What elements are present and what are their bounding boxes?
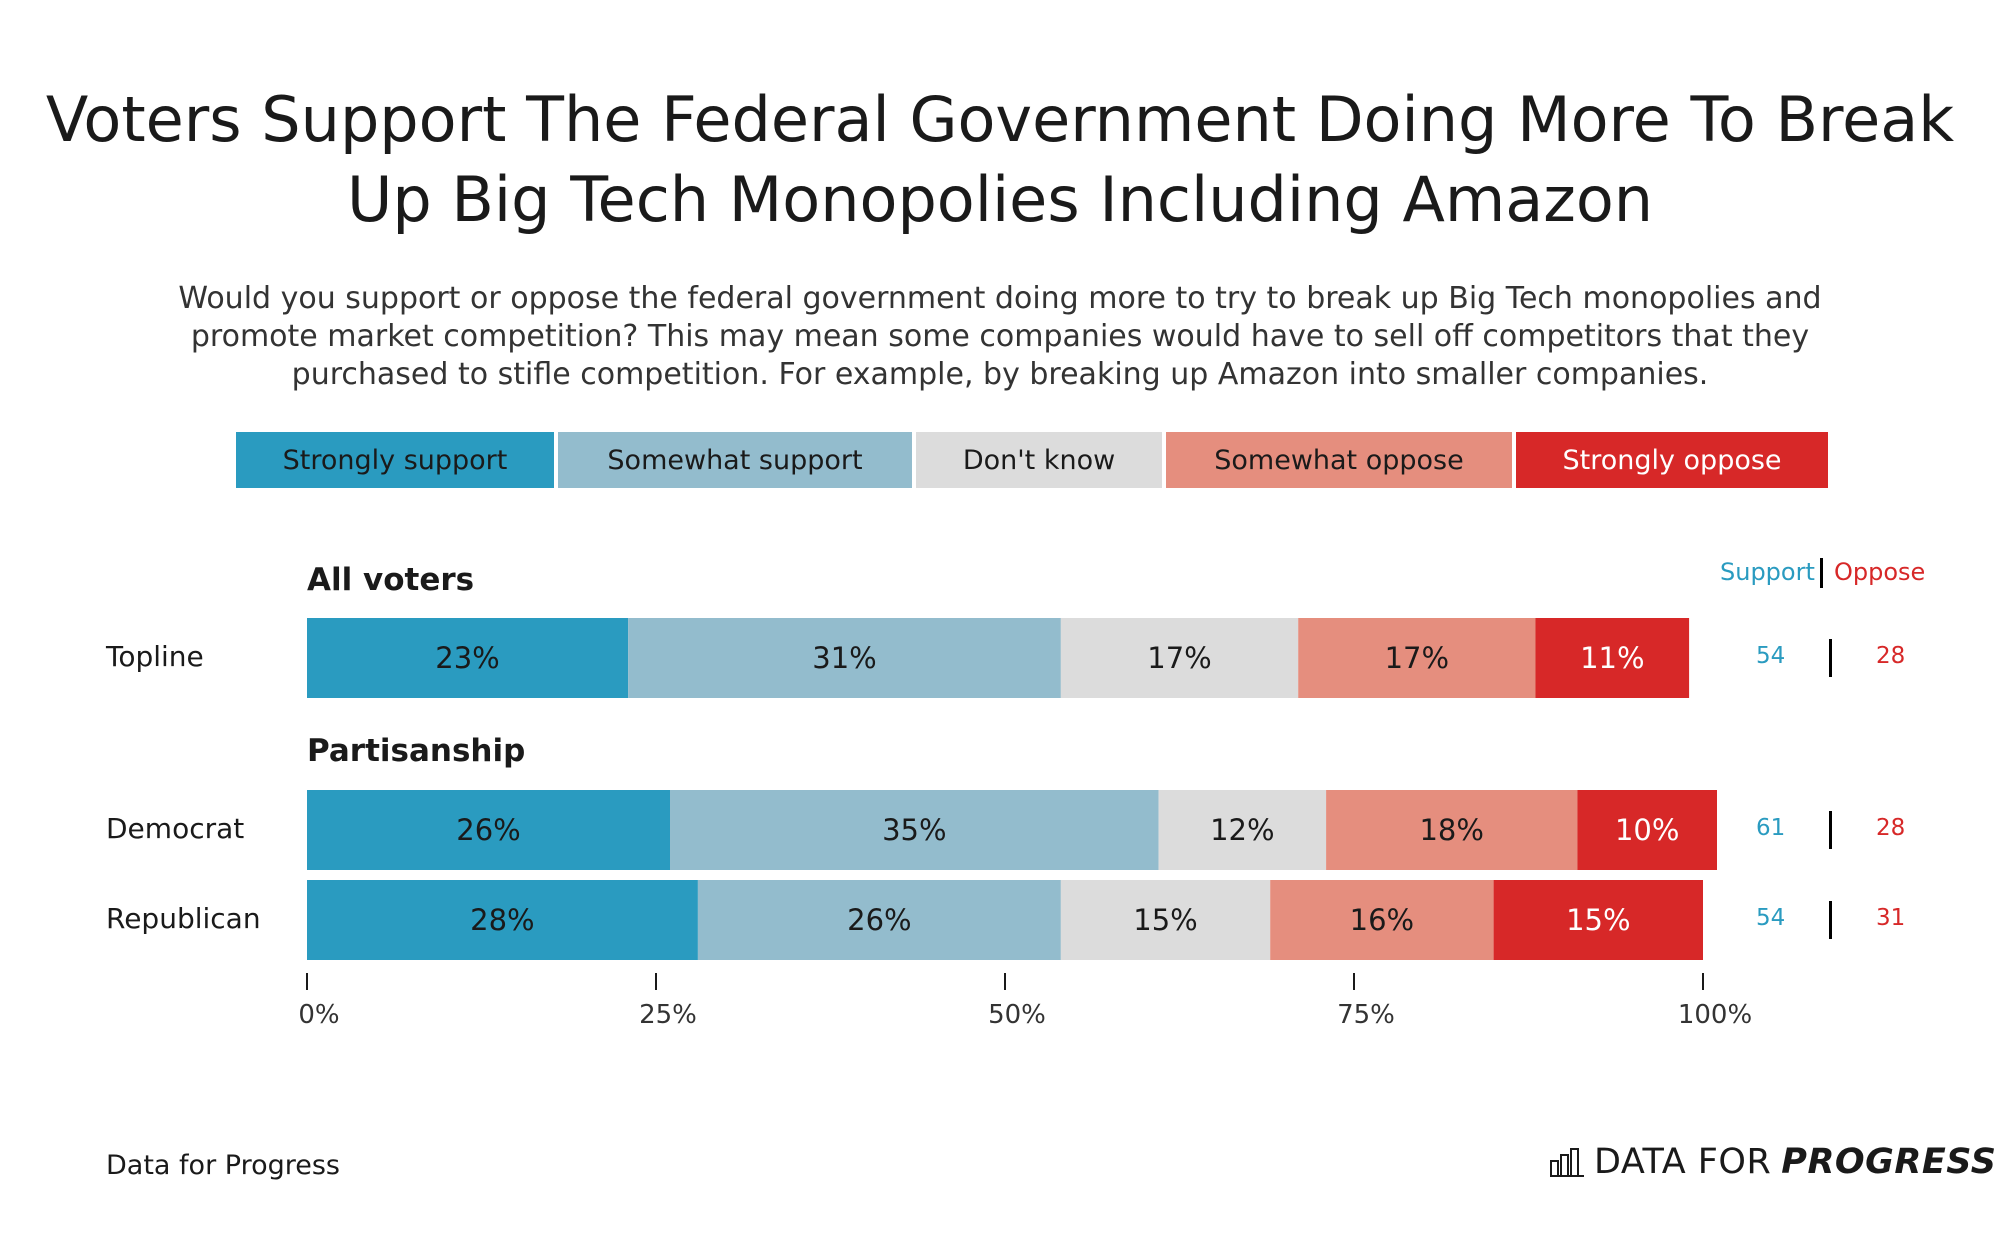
bar-value-label: 16% [1350, 903, 1414, 937]
bar-segment [1535, 618, 1690, 698]
oppose-total: 28 [1876, 815, 1906, 841]
bar-value-label: 23% [435, 641, 499, 675]
legend-item: Strongly support [236, 432, 554, 488]
bar-value-label: 26% [847, 903, 911, 937]
bar-segment [307, 880, 698, 960]
chart-subtitle: Would you support or oppose the federal … [178, 281, 1822, 392]
bar-segment [1298, 618, 1536, 698]
bar-segment [1060, 618, 1299, 698]
bar-chart-icon [1550, 1148, 1584, 1177]
bar-value-label: 12% [1210, 813, 1274, 847]
bar-value-label: 17% [1147, 641, 1211, 675]
bar-segment [1577, 790, 1717, 870]
bar-segment [670, 790, 1159, 870]
bar-value-label: 15% [1566, 903, 1630, 937]
bar-segment [697, 880, 1061, 960]
legend-item: Don't know [916, 432, 1162, 488]
bar-segment [1326, 790, 1578, 870]
support-total: 54 [1756, 643, 1786, 669]
bar-segment [307, 790, 670, 870]
bar-value-label: 18% [1419, 813, 1483, 847]
support-header: Support [1720, 558, 1815, 586]
x-tick-label: 50% [988, 1000, 1046, 1030]
bar-value-label: 11% [1580, 641, 1644, 675]
bars-plot: 23% 31% 17% 17% 11% 26% 35% 12% 18% 10% 28% 26% 15% 1… [298, 618, 1752, 1030]
row-separator [1829, 639, 1832, 677]
row-label: Democrat [106, 812, 245, 845]
row-label: Topline [106, 640, 204, 673]
group-label: Partisanship [307, 733, 526, 769]
group-label: All voters [307, 562, 475, 598]
chart-title: Voters Support The Federal Government Do… [45, 83, 1955, 236]
support-total: 54 [1756, 905, 1786, 931]
x-tick-label: 75% [1337, 1000, 1395, 1030]
bar-value-label: 35% [882, 813, 946, 847]
bar-segment [1270, 880, 1494, 960]
legend-label: Strongly support [282, 444, 508, 476]
bar-value-label: 26% [456, 813, 520, 847]
bar-value-label: 15% [1133, 903, 1197, 937]
oppose-total: 31 [1876, 905, 1906, 931]
legend-item: Somewhat support [558, 432, 912, 488]
oppose-header: Oppose [1834, 558, 1926, 586]
bar-segment [307, 618, 629, 698]
legend-label: Strongly oppose [1562, 444, 1782, 476]
brand-logo: DATA FOR PROGRESS [1550, 1142, 1996, 1182]
legend-label: Somewhat support [607, 444, 863, 476]
legend-label: Don't know [962, 444, 1116, 476]
support-total: 61 [1756, 815, 1786, 841]
legend-item: Strongly oppose [1516, 432, 1828, 488]
row-separator [1829, 901, 1832, 939]
x-tick-label: 25% [639, 1000, 697, 1030]
legend-label: Somewhat oppose [1214, 444, 1464, 476]
bar-segment [1493, 880, 1703, 960]
legend-item: Somewhat oppose [1166, 432, 1512, 488]
bar-segment [628, 618, 1061, 698]
source-note: Data for Progress [106, 1150, 340, 1181]
bar-segment [1158, 790, 1327, 870]
legend: Strongly support Somewhat support Don't kn… [236, 432, 1832, 488]
bar-segment [1060, 880, 1271, 960]
bar-value-label: 28% [470, 903, 534, 937]
bar-value-label: 17% [1385, 641, 1449, 675]
oppose-total: 28 [1876, 643, 1906, 669]
row-separator [1829, 811, 1832, 849]
bar-value-label: 10% [1615, 813, 1679, 847]
brand-bold-text: PROGRESS [1781, 1142, 1997, 1182]
x-tick-label: 0% [298, 1000, 339, 1030]
brand-light-text: DATA FOR [1594, 1142, 1772, 1182]
bar-value-label: 31% [812, 641, 876, 675]
row-label: Republican [106, 902, 261, 935]
x-tick-label: 100% [1678, 1000, 1752, 1030]
header-separator [1820, 558, 1823, 588]
